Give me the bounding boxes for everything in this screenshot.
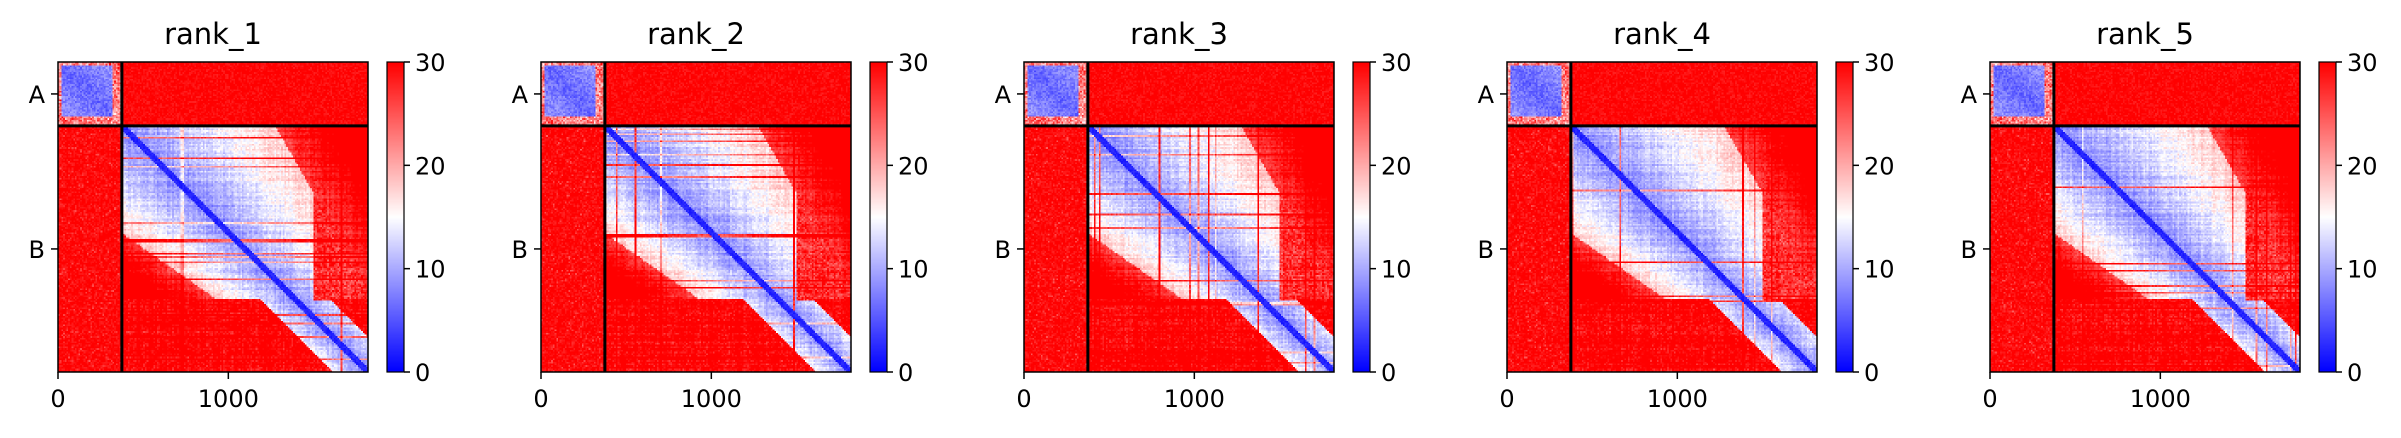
chain-label-B: B — [995, 236, 1011, 264]
chain-label-B: B — [512, 236, 528, 264]
plot-frame — [1989, 61, 2301, 373]
panel-rank_4: rank_4 A B 0 1000 0 10 20 30 — [1478, 17, 1895, 413]
colorbar-tick-label: 30 — [1381, 49, 1412, 77]
colorbar-tick-label: 30 — [898, 49, 929, 77]
chain-label-A: A — [1478, 81, 1495, 109]
colorbar-frame — [1835, 61, 1854, 373]
pae-heatmap — [1990, 62, 2300, 372]
plot-frame — [57, 61, 369, 373]
colorbar-tick-label: 20 — [1381, 152, 1412, 180]
x-tick-label: 0 — [1016, 385, 1031, 413]
x-tick-label: 0 — [1499, 385, 1514, 413]
pae-heatmap — [1024, 62, 1334, 372]
colorbar-tick-label: 30 — [1864, 49, 1895, 77]
panel-title: rank_4 — [1613, 17, 1711, 51]
chain-label-A: A — [1961, 81, 1978, 109]
colorbar-tick-label: 30 — [415, 49, 446, 77]
colorbar-tick-label: 0 — [1381, 359, 1396, 387]
plot-frame — [1506, 61, 1818, 373]
pae-heatmap — [541, 62, 851, 372]
panel-title: rank_2 — [647, 17, 745, 51]
colorbar — [387, 62, 404, 372]
chain-label-B: B — [29, 236, 45, 264]
x-tick-label: 1000 — [1164, 385, 1225, 413]
pae-heatmap — [58, 62, 368, 372]
colorbar-frame — [1352, 61, 1371, 373]
chain-label-B: B — [1961, 236, 1977, 264]
x-tick-label: 1000 — [2130, 385, 2191, 413]
colorbar-tick-label: 20 — [2347, 152, 2378, 180]
plot-frame — [540, 61, 852, 373]
colorbar-tick-label: 10 — [415, 256, 446, 284]
chain-label-A: A — [29, 81, 46, 109]
colorbar-tick-label: 0 — [415, 359, 430, 387]
panel-title: rank_3 — [1130, 17, 1228, 51]
panel-rank_1: rank_1 A B 0 1000 0 10 20 30 — [29, 17, 446, 413]
panel-rank_5: rank_5 A B 0 1000 0 10 20 30 — [1961, 17, 2378, 413]
colorbar-frame — [869, 61, 888, 373]
colorbar-tick-label: 0 — [898, 359, 913, 387]
x-tick-label: 0 — [533, 385, 548, 413]
chain-label-B: B — [1478, 236, 1494, 264]
colorbar-tick-label: 30 — [2347, 49, 2378, 77]
chain-label-A: A — [512, 81, 529, 109]
x-tick-label: 1000 — [1647, 385, 1708, 413]
colorbar-tick-label: 10 — [898, 256, 929, 284]
plot-frame — [1023, 61, 1335, 373]
colorbar-tick-label: 0 — [1864, 359, 1879, 387]
x-tick-label: 0 — [50, 385, 65, 413]
pae-heatmap — [1507, 62, 1817, 372]
colorbar-tick-label: 10 — [1864, 256, 1895, 284]
colorbar-tick-label: 10 — [1381, 256, 1412, 284]
chain-label-A: A — [995, 81, 1012, 109]
colorbar-tick-label: 20 — [898, 152, 929, 180]
panel-rank_3: rank_3 A B 0 1000 0 10 20 30 — [995, 17, 1412, 413]
panel-title: rank_5 — [2096, 17, 2194, 51]
colorbar — [870, 62, 887, 372]
colorbar — [2319, 62, 2336, 372]
colorbar — [1353, 62, 1370, 372]
x-tick-label: 0 — [1982, 385, 1997, 413]
x-tick-label: 1000 — [198, 385, 259, 413]
colorbar-frame — [2318, 61, 2337, 373]
panel-rank_2: rank_2 A B 0 1000 0 10 20 30 — [512, 17, 929, 413]
colorbar — [1836, 62, 1853, 372]
panel-title: rank_1 — [164, 17, 262, 51]
colorbar-tick-label: 10 — [2347, 256, 2378, 284]
colorbar-frame — [386, 61, 405, 373]
colorbar-tick-label: 20 — [1864, 152, 1895, 180]
colorbar-tick-label: 20 — [415, 152, 446, 180]
colorbar-tick-label: 0 — [2347, 359, 2362, 387]
x-tick-label: 1000 — [681, 385, 742, 413]
